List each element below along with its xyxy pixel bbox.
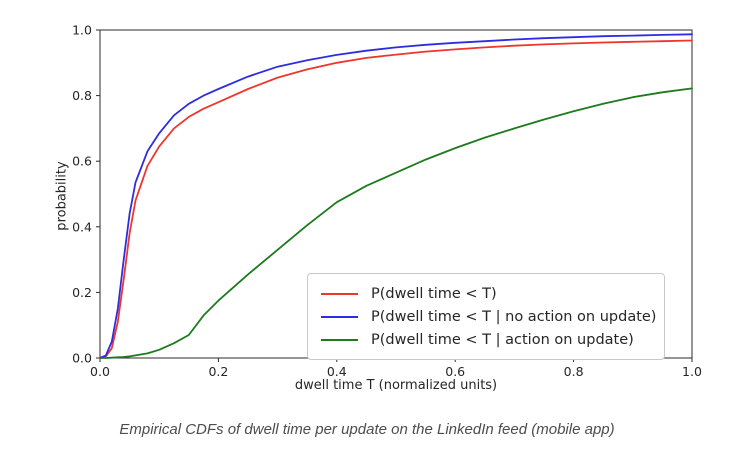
legend-entry-1: P(dwell time < T | no action on update) [321,305,657,328]
figure-caption: Empirical CDFs of dwell time per update … [119,421,615,438]
y-axis: 0.0 0.2 0.4 0.6 0.8 1.0 [72,23,100,366]
legend-line-swatch [321,292,358,295]
y-tick-label: 0.6 [72,154,92,169]
legend-entry-0: P(dwell time < T) [321,282,654,305]
x-axis-title: dwell time T (normalized units) [294,378,498,393]
legend-entry-2: P(dwell time < T | action on update) [321,328,654,351]
x-tick-label: 1.0 [682,364,702,379]
series-line-2 [99,87,693,359]
y-axis-title: probability [54,161,70,231]
y-tick-label: 0.0 [72,351,92,366]
y-tick-label: 1.0 [72,23,92,38]
x-tick-label: 0.8 [564,364,584,379]
x-tick-label: 0.0 [90,364,110,379]
legend-label: P(dwell time < T) [371,285,497,302]
legend-line-swatch [321,315,358,318]
x-tick-label: 0.6 [445,364,465,379]
series-line-1 [99,33,693,359]
x-axis: 0.0 0.2 0.4 0.6 0.8 1.0 [90,358,702,379]
y-tick-label: 0.4 [72,219,92,234]
series-line-0 [99,39,693,359]
y-tick-label: 0.2 [72,285,92,300]
legend-label: P(dwell time < T | no action on update) [371,308,657,325]
legend-line-swatch [321,338,358,341]
x-tick-label: 0.2 [208,364,228,379]
series-lines [99,33,693,359]
cdf-chart: 0.0 0.2 0.4 0.6 0.8 1.0 0.0 0.2 0.4 0.6 0.8 1.0 [72,23,702,380]
y-tick-label: 0.8 [72,88,92,103]
x-tick-label: 0.4 [327,364,347,379]
chart-legend: P(dwell time < T) P(dwell time < T | no a… [307,273,665,360]
legend-label: P(dwell time < T | action on update) [371,331,634,348]
